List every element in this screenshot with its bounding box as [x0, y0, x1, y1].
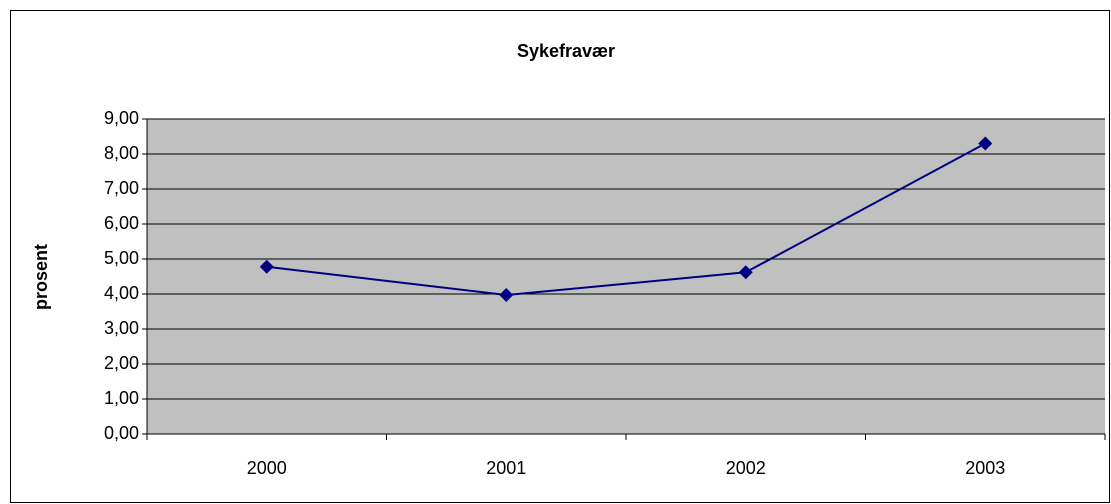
- y-tick-label: 4,00: [104, 283, 139, 303]
- y-axis-label: prosent: [31, 244, 51, 310]
- y-tick-label: 3,00: [104, 318, 139, 338]
- x-tick-label: 2003: [965, 458, 1005, 478]
- data-point: [499, 288, 514, 303]
- x-tick-label: 2001: [486, 458, 526, 478]
- data-point: [259, 259, 274, 274]
- chart-title: Sykefravær: [517, 41, 615, 61]
- y-tick-label: 6,00: [104, 213, 139, 233]
- x-tick-label: 2002: [726, 458, 766, 478]
- plot-area: [147, 119, 1105, 434]
- y-tick-label: 8,00: [104, 143, 139, 163]
- data-point: [738, 265, 753, 280]
- series-line: [266, 142, 986, 297]
- y-tick-label: 2,00: [104, 353, 139, 373]
- x-tick-label: 2000: [247, 458, 287, 478]
- y-tick-label: 1,00: [104, 388, 139, 408]
- y-tick-label: 7,00: [104, 178, 139, 198]
- y-tick-label: 0,00: [104, 423, 139, 443]
- y-tick-label: 9,00: [104, 108, 139, 128]
- y-tick-label: 5,00: [104, 248, 139, 268]
- data-point: [978, 136, 993, 151]
